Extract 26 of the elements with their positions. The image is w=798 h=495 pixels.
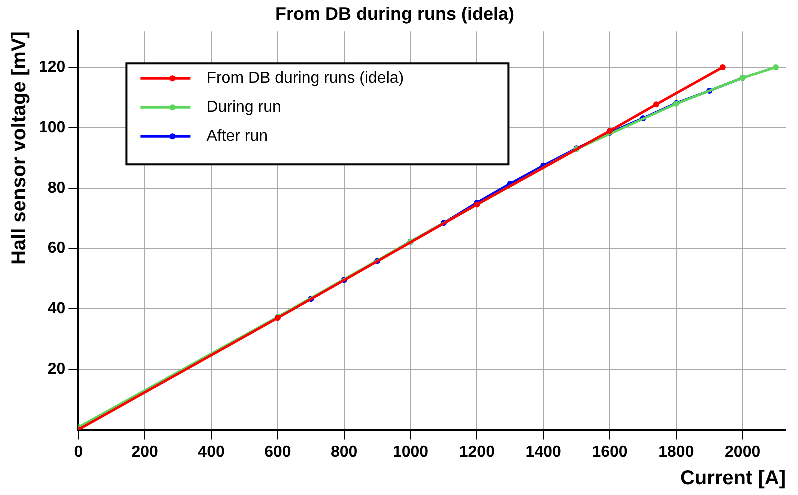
y-tick-label: 40 [48, 300, 66, 318]
legend-label: During run [206, 99, 282, 116]
x-tick-label: 1000 [392, 444, 429, 461]
x-tick-label: 200 [132, 444, 159, 461]
x-tick-label: 800 [331, 444, 358, 461]
y-axis-title: Hall sensor voltage [mV] [8, 32, 31, 266]
x-tick-label: 1600 [592, 444, 628, 461]
x-tick-label: 400 [198, 444, 225, 461]
y-tick-label: 20 [48, 360, 66, 378]
legend-label: From DB during runs (idela) [206, 70, 404, 88]
x-axis-title: Current [A] [680, 468, 786, 490]
point [720, 64, 726, 70]
chart-title: From DB during runs (idela) [275, 4, 515, 24]
y-tick-label: 100 [38, 120, 66, 137]
point [773, 64, 780, 70]
x-tick-label: 1400 [526, 444, 562, 461]
y-tick-label: 60 [48, 240, 66, 258]
y-tick-label: 120 [38, 59, 66, 76]
x-tick-label: 600 [264, 444, 292, 461]
legend-label: After run [206, 128, 268, 146]
point [653, 102, 660, 108]
x-tick-label: 1200 [459, 444, 496, 461]
y-tick-label: 80 [48, 180, 66, 197]
x-tick-label: 0 [74, 444, 84, 461]
x-tick-label: 2000 [725, 444, 761, 461]
x-tick-label: 1800 [658, 444, 694, 461]
